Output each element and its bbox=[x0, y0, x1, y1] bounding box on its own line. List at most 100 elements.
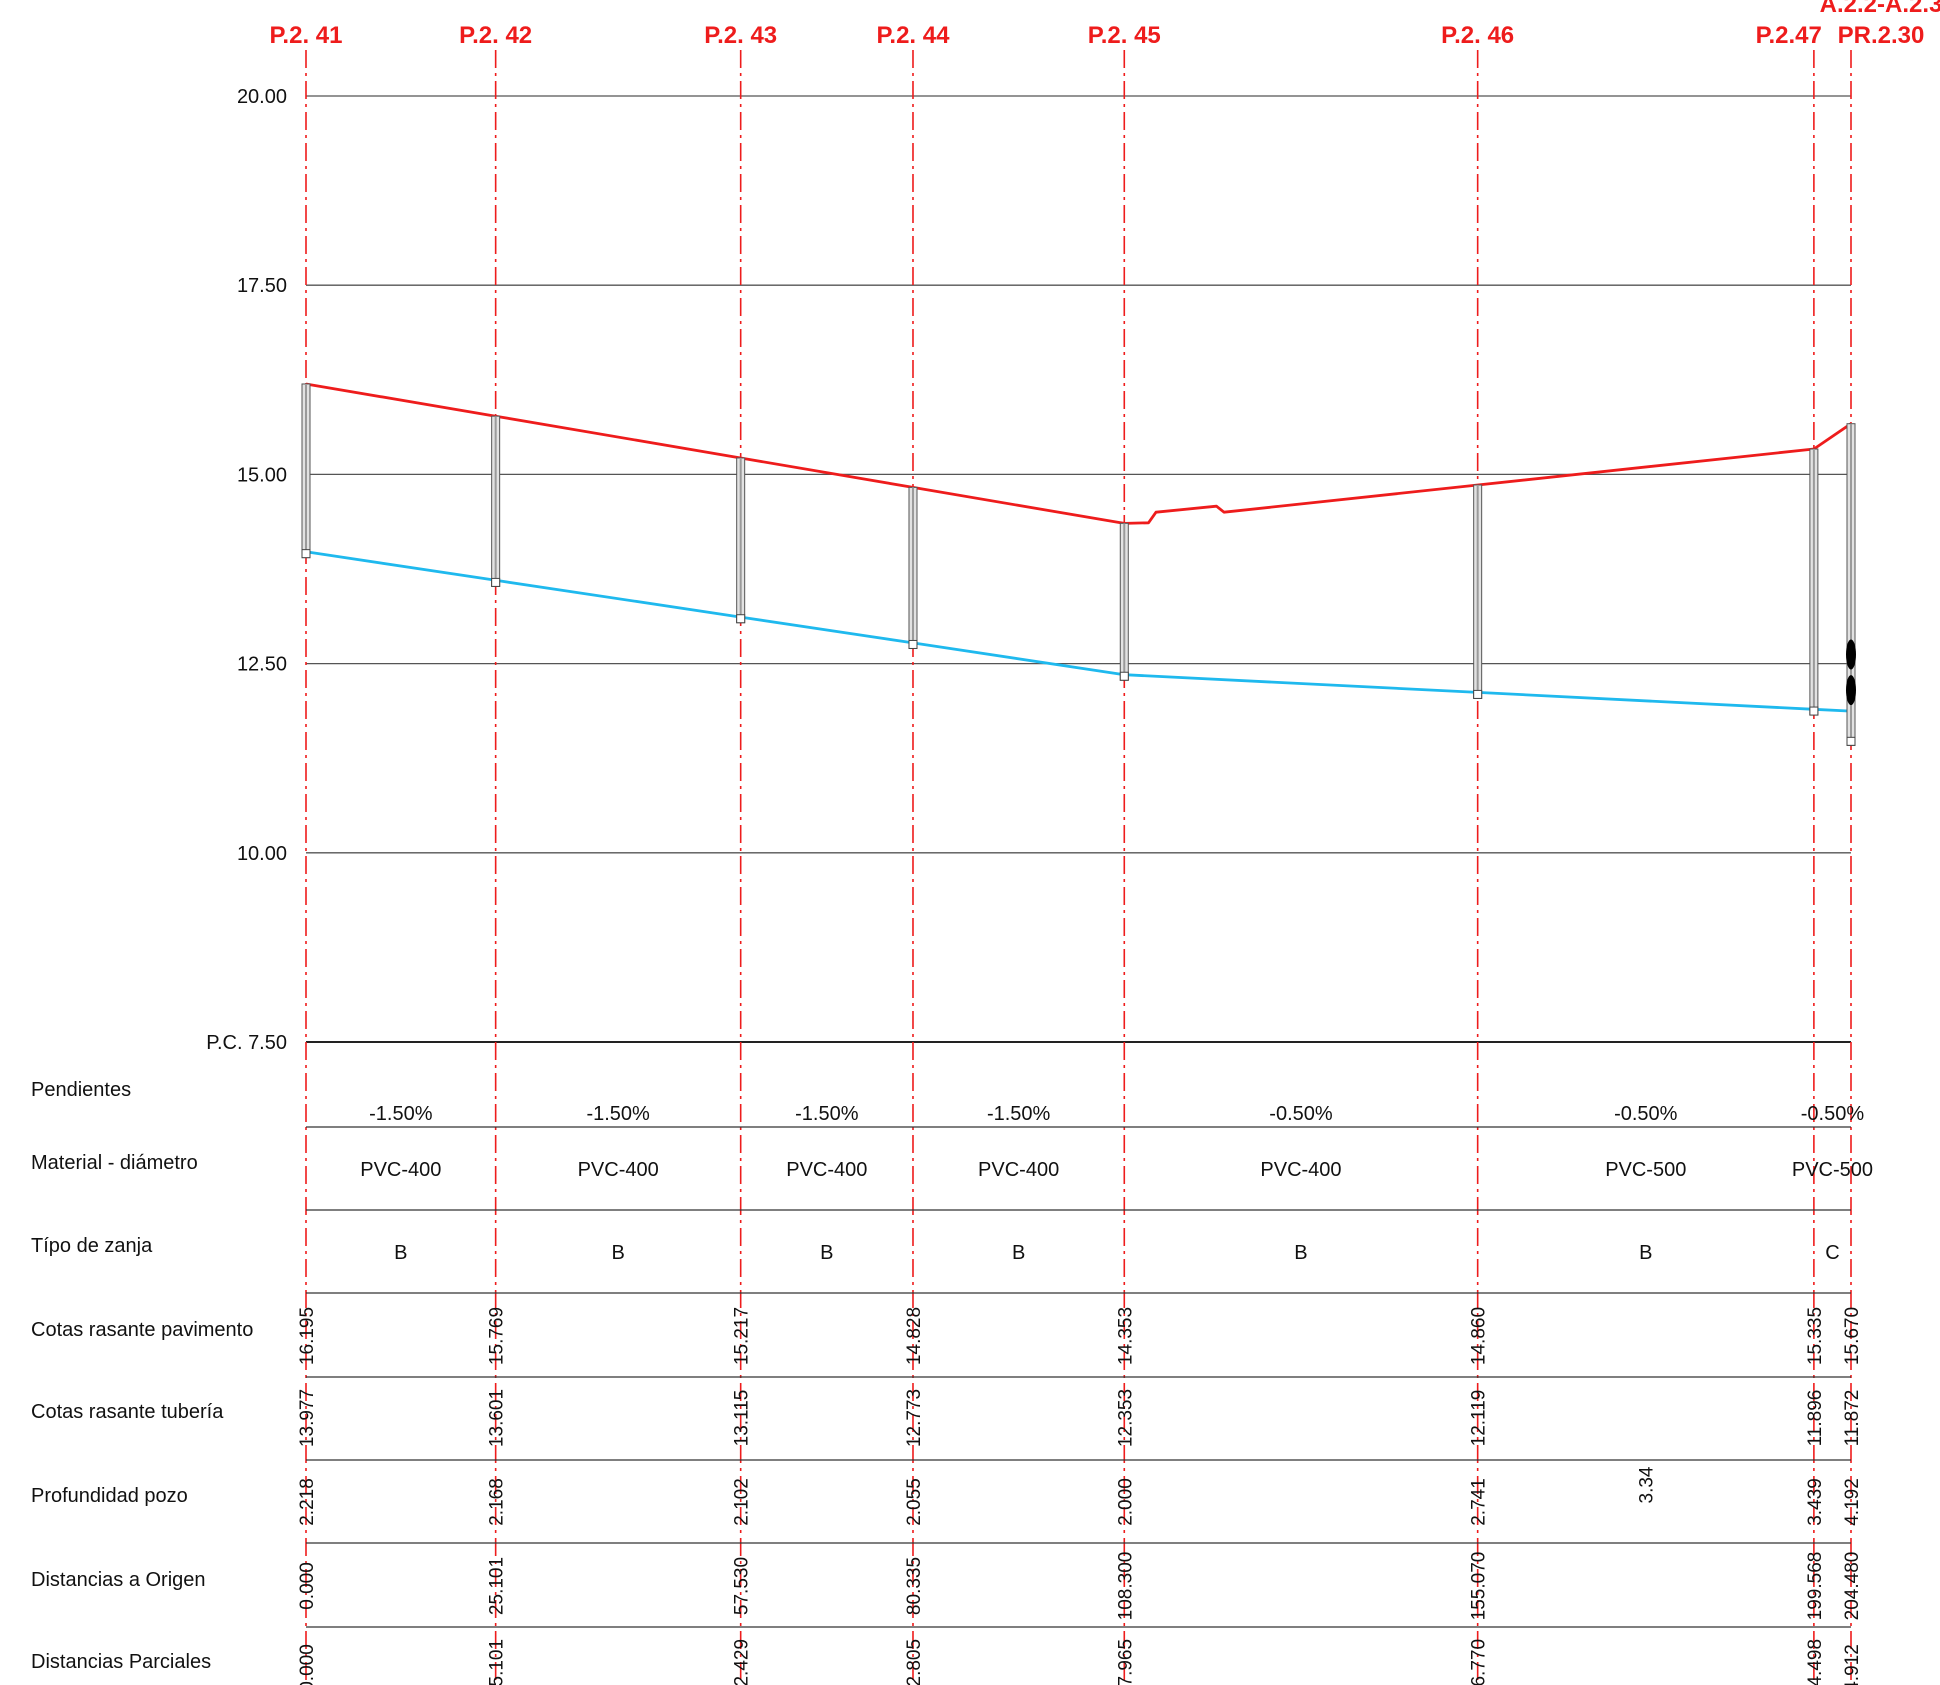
station-label: P.2. 44 bbox=[877, 22, 951, 49]
manhole-shafts bbox=[301, 383, 1856, 746]
slope-value: -1.50% bbox=[586, 1103, 650, 1125]
material-value: PVC-500 bbox=[1605, 1159, 1686, 1181]
manhole-base bbox=[736, 614, 746, 624]
station-label: P.2.47 bbox=[1756, 22, 1822, 49]
row-label-material: Material - diámetro bbox=[31, 1152, 198, 1174]
cotas_tuberia-value: 11.872 bbox=[1842, 1390, 1863, 1447]
profundidad-extra-value: 3.34 bbox=[1637, 1466, 1658, 1503]
y-tick-label: 20.00 bbox=[237, 86, 287, 108]
trench-value: B bbox=[394, 1242, 407, 1264]
y-tick-label: 15.00 bbox=[237, 464, 287, 486]
trench-value: B bbox=[1639, 1242, 1652, 1264]
dist_parciales-value: 27.965 bbox=[1115, 1639, 1136, 1685]
slope-value: -0.50% bbox=[1614, 1103, 1678, 1125]
elevation-grid: 20.00 17.50 15.00 12.50 10.00 P.C. 7.50 bbox=[206, 86, 1851, 1054]
profile-series bbox=[305, 382, 1852, 713]
slope-value: -1.50% bbox=[795, 1103, 859, 1125]
cotas_pavimento-value: 15.217 bbox=[732, 1307, 753, 1365]
dist_parciales-value: 22.805 bbox=[904, 1639, 925, 1685]
cotas_pavimento-value: 15.670 bbox=[1842, 1307, 1863, 1365]
pavement-line bbox=[305, 382, 1852, 525]
pipe-inlet-marker bbox=[1846, 675, 1856, 706]
station-label: P.2. 43 bbox=[704, 22, 777, 49]
slope-value: -1.50% bbox=[369, 1103, 433, 1125]
manhole-base bbox=[491, 577, 501, 587]
slope-value: -0.50% bbox=[1269, 1103, 1333, 1125]
dist_origen-value: 199.568 bbox=[1805, 1552, 1826, 1621]
y-tick-label: 12.50 bbox=[237, 654, 287, 676]
profundidad-value: 2.168 bbox=[487, 1478, 508, 1526]
manhole-base bbox=[1473, 689, 1483, 699]
profundidad-value: 3.439 bbox=[1805, 1478, 1826, 1526]
dist_origen-value: 80.335 bbox=[904, 1557, 925, 1615]
datum-label: P.C. 7.50 bbox=[206, 1032, 287, 1054]
profundidad-value: 2.055 bbox=[904, 1478, 925, 1526]
dist_origen-value: 108.300 bbox=[1115, 1552, 1136, 1621]
cotas_tuberia-value: 11.896 bbox=[1805, 1390, 1826, 1447]
profundidad-value: 4.192 bbox=[1842, 1478, 1863, 1526]
dist_origen-value: 204.480 bbox=[1842, 1552, 1863, 1621]
row-label-dist_origen: Distancias a Origen bbox=[31, 1569, 206, 1591]
cotas_tuberia-value: 12.353 bbox=[1115, 1389, 1136, 1447]
material-value: PVC-500 bbox=[1792, 1159, 1873, 1181]
dist_origen-value: 0.000 bbox=[297, 1562, 318, 1610]
dist_parciales-value: 32.429 bbox=[732, 1639, 753, 1685]
station-label: P.2. 46 bbox=[1441, 22, 1514, 49]
y-tick-label: 17.50 bbox=[237, 275, 287, 297]
cotas_tuberia-value: 13.977 bbox=[297, 1389, 318, 1447]
data-table: Pendientes Material - diámetro Típo de zan… bbox=[31, 1079, 1873, 1685]
material-value: PVC-400 bbox=[786, 1159, 867, 1181]
manhole-base bbox=[1846, 736, 1856, 746]
cotas_pavimento-value: 15.335 bbox=[1805, 1307, 1826, 1365]
dist_parciales-value: 44.498 bbox=[1805, 1639, 1826, 1685]
material-value: PVC-400 bbox=[578, 1159, 659, 1181]
row-label-profundidad: Profundidad pozo bbox=[31, 1485, 188, 1507]
pipe-line bbox=[305, 550, 1852, 713]
cotas_tuberia-value: 12.119 bbox=[1469, 1390, 1490, 1447]
dist_origen-value: 25.101 bbox=[487, 1557, 508, 1615]
y-tick-label: 10.00 bbox=[237, 843, 287, 865]
profundidad-value: 2.218 bbox=[297, 1478, 318, 1526]
dist_parciales-value: 0.000 bbox=[297, 1644, 318, 1685]
material-value: PVC-400 bbox=[978, 1159, 1059, 1181]
station-label-top: A.2.2-A.2.3 bbox=[1820, 0, 1940, 18]
station-label: P.2. 45 bbox=[1088, 22, 1161, 49]
manhole-base bbox=[1809, 706, 1819, 716]
cotas_pavimento-value: 15.769 bbox=[487, 1307, 508, 1365]
trench-value: B bbox=[611, 1242, 624, 1264]
cotas_pavimento-value: 16.195 bbox=[297, 1307, 318, 1365]
trench-value: B bbox=[1294, 1242, 1307, 1264]
trench-value: B bbox=[820, 1242, 833, 1264]
cotas_pavimento-value: 14.353 bbox=[1115, 1307, 1136, 1365]
dist_parciales-value: 4.912 bbox=[1842, 1644, 1863, 1685]
station-label: P.2. 42 bbox=[459, 22, 532, 49]
station-lines: P.2. 41 P.2. 42 P.2. 43 P.2. 44 P.2. 45 P.2. … bbox=[270, 0, 1940, 1685]
dist_origen-value: 57.530 bbox=[732, 1557, 753, 1615]
manhole-base bbox=[1119, 671, 1129, 681]
manhole-base bbox=[301, 549, 311, 559]
material-value: PVC-400 bbox=[1260, 1159, 1341, 1181]
dist_parciales-value: 46.770 bbox=[1469, 1639, 1490, 1685]
slope-value: -1.50% bbox=[987, 1103, 1051, 1125]
material-value: PVC-400 bbox=[360, 1159, 441, 1181]
slope-value: -0.50% bbox=[1801, 1103, 1865, 1125]
profundidad-value: 2.741 bbox=[1469, 1478, 1490, 1526]
row-label-zanja: Típo de zanja bbox=[31, 1235, 153, 1257]
trench-value: C bbox=[1825, 1242, 1839, 1264]
row-label-cotas_pavimento: Cotas rasante pavimento bbox=[31, 1319, 253, 1341]
trench-value: B bbox=[1012, 1242, 1025, 1264]
station-label: PR.2.30 bbox=[1838, 22, 1925, 49]
cotas_tuberia-value: 13.115 bbox=[732, 1390, 753, 1447]
profundidad-value: 2.102 bbox=[732, 1478, 753, 1526]
row-label-pendientes: Pendientes bbox=[31, 1079, 131, 1101]
pipe-inlet-marker bbox=[1846, 639, 1856, 670]
dist_parciales-value: 25.101 bbox=[487, 1639, 508, 1685]
dist_origen-value: 155.070 bbox=[1469, 1552, 1490, 1621]
cotas_tuberia-value: 13.601 bbox=[487, 1389, 508, 1447]
cotas_pavimento-value: 14.828 bbox=[904, 1307, 925, 1365]
profundidad-value: 2.000 bbox=[1115, 1478, 1136, 1526]
row-label-dist_parciales: Distancias Parciales bbox=[31, 1651, 211, 1673]
cotas_tuberia-value: 12.773 bbox=[904, 1389, 925, 1447]
station-label: P.2. 41 bbox=[270, 22, 343, 49]
